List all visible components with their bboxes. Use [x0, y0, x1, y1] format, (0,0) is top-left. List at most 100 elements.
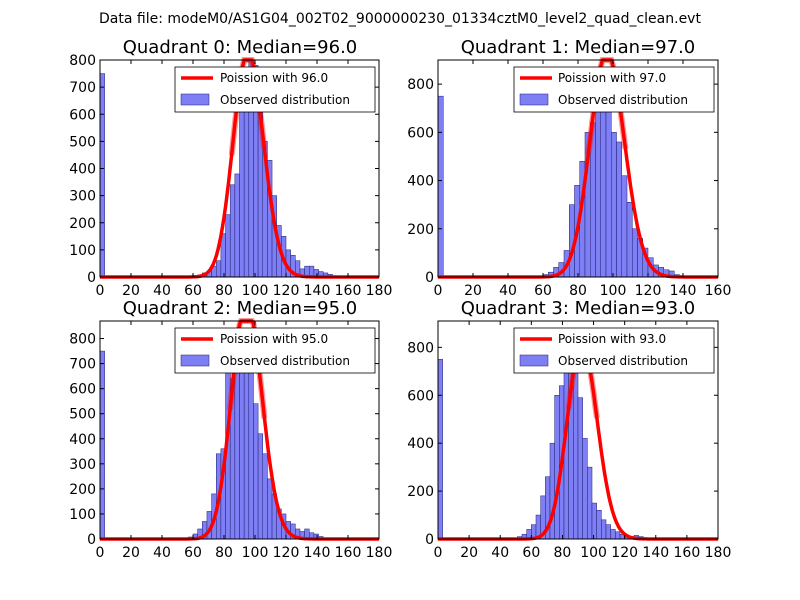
- x-tick-label: 80: [554, 545, 572, 561]
- x-tick-label: 80: [215, 545, 233, 561]
- y-tick-label: 0: [425, 532, 434, 548]
- panel-quadrant-2: Quadrant 2: Median=95.0 0 20 40 60 80 100 120 1…: [69, 298, 392, 561]
- legend-swatch-observed: [519, 93, 549, 106]
- legend-swatch-observed: [180, 93, 210, 106]
- x-tick-label: 60: [184, 545, 202, 561]
- histogram-bar: [243, 103, 250, 278]
- y-tick-label: 400: [69, 162, 96, 178]
- x-tick-label: 140: [304, 283, 331, 299]
- panel-quadrant-0: Quadrant 0: Median=96.0 0 20 40 60 80 100 120 1…: [69, 37, 392, 299]
- histogram-bar: [605, 524, 611, 540]
- overflow-bar: [99, 350, 105, 540]
- x-tick-label: 60: [522, 545, 540, 561]
- plot-area: 0 20 40 60 80 100 120 140 160 0 200 400 600 800: [407, 57, 731, 299]
- histogram-bar: [621, 175, 628, 278]
- histogram-bar: [582, 438, 588, 540]
- x-tick-label: 120: [635, 283, 662, 299]
- y-tick-label: 200: [69, 216, 96, 232]
- histogram-bar: [591, 502, 597, 540]
- x-tick-label: 120: [273, 283, 300, 299]
- histogram-bar: [554, 395, 560, 540]
- legend: Poission with 95.0 Observed distribution: [174, 327, 376, 374]
- x-tick-label: 160: [335, 545, 362, 561]
- axes-frame: [99, 320, 380, 540]
- y-tick-label: 100: [69, 507, 96, 523]
- legend: Poission with 97.0 Observed distribution: [513, 66, 715, 113]
- y-tick-label: 600: [407, 388, 434, 404]
- histogram-bar: [262, 453, 268, 540]
- histogram-bar: [216, 260, 222, 278]
- legend-label-observed: Observed distribution: [220, 93, 350, 107]
- panel-title: Quadrant 3: Median=93.0: [461, 298, 696, 319]
- histogram-bar: [267, 478, 273, 540]
- y-tick-label: 0: [87, 270, 96, 286]
- x-tick-label: 0: [96, 545, 105, 561]
- y-tick-label: 0: [425, 270, 434, 286]
- x-tick-label: 40: [491, 545, 509, 561]
- panel-title: Quadrant 0: Median=96.0: [123, 37, 358, 58]
- x-tick-label: 20: [122, 545, 140, 561]
- legend-swatch-observed: [519, 354, 549, 367]
- x-tick-label: 180: [705, 545, 732, 561]
- x-tick-label: 140: [642, 545, 669, 561]
- histogram-bar: [248, 363, 254, 540]
- x-tick-label: 80: [569, 283, 587, 299]
- x-tick-label: 180: [366, 545, 393, 561]
- x-tick-label: 0: [96, 283, 105, 299]
- y-tick-label: 100: [69, 243, 96, 259]
- y-tick-label: 600: [69, 382, 96, 398]
- overflow-bar: [437, 359, 443, 540]
- y-tick-label: 800: [407, 77, 434, 93]
- legend-label-poisson: Poission with 96.0: [220, 71, 328, 85]
- y-tick-label: 500: [69, 407, 96, 423]
- histogram-bar: [615, 531, 621, 540]
- y-tick-label: 800: [407, 340, 434, 356]
- y-tick-label: 200: [407, 222, 434, 238]
- histogram-bar: [611, 132, 617, 278]
- histogram-bar: [229, 184, 236, 278]
- legend-swatch-observed: [180, 354, 210, 367]
- y-tick-label: 0: [87, 532, 96, 548]
- plot-area: 0 20 40 60 80 100 120 140 160 1800100200300400500…: [69, 318, 393, 561]
- histogram-bar: [626, 202, 633, 278]
- x-tick-label: 0: [434, 545, 443, 561]
- histogram-bar: [577, 397, 583, 540]
- x-tick-label: 60: [184, 283, 202, 299]
- y-tick-label: 400: [407, 174, 434, 190]
- x-tick-label: 180: [366, 283, 393, 299]
- x-tick-label: 20: [122, 283, 140, 299]
- y-tick-label: 400: [69, 432, 96, 448]
- x-tick-label: 40: [153, 283, 171, 299]
- y-tick-label: 300: [69, 189, 96, 205]
- x-tick-label: 140: [670, 283, 697, 299]
- legend: Poission with 93.0 Observed distribution: [513, 327, 715, 374]
- histogram-bar: [596, 510, 602, 540]
- panel-quadrant-1: Quadrant 1: Median=97.0 0 20 40 60 80 100 120 1…: [407, 37, 731, 299]
- legend-label-observed: Observed distribution: [220, 354, 350, 368]
- legend: Poission with 96.0 Observed distribution: [174, 66, 376, 113]
- figure-title: Data file: modeM0/AS1G04_002T02_90000002…: [99, 11, 701, 27]
- x-tick-label: 40: [499, 283, 517, 299]
- histogram-bar: [610, 529, 616, 540]
- x-tick-label: 160: [674, 545, 701, 561]
- overflow-bar: [437, 95, 444, 278]
- histogram-bar: [234, 173, 240, 278]
- y-tick-label: 600: [407, 125, 434, 141]
- panel-title: Quadrant 1: Median=97.0: [461, 37, 696, 58]
- y-tick-label: 400: [407, 436, 434, 452]
- x-tick-label: 80: [215, 283, 233, 299]
- legend-box: [174, 66, 376, 113]
- x-tick-label: 20: [464, 283, 482, 299]
- x-tick-label: 100: [580, 545, 607, 561]
- y-tick-label: 300: [69, 457, 96, 473]
- histogram-bar: [616, 141, 622, 278]
- y-tick-label: 600: [69, 107, 96, 123]
- axes-frame: [437, 320, 719, 540]
- x-tick-label: 100: [242, 283, 269, 299]
- histogram-bar: [587, 466, 593, 540]
- histogram-bar: [239, 103, 245, 278]
- x-tick-label: 120: [273, 545, 300, 561]
- histogram-bar: [601, 519, 607, 540]
- legend-label-poisson: Poission with 95.0: [220, 332, 328, 346]
